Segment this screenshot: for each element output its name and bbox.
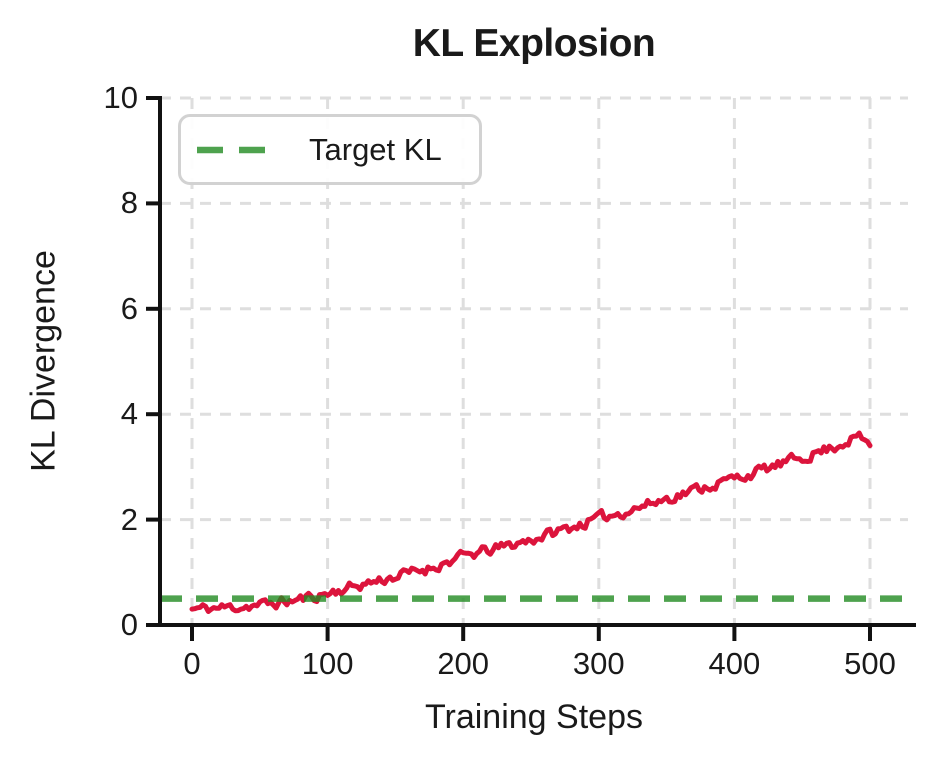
y-tick-label: 10 bbox=[103, 80, 138, 115]
chart-title: KL Explosion bbox=[412, 22, 656, 65]
x-tick-label: 400 bbox=[708, 646, 761, 681]
target-kl-dash-icon bbox=[197, 146, 277, 153]
y-tick-label: 4 bbox=[120, 396, 138, 432]
y-tick-label: 8 bbox=[120, 185, 138, 221]
y-tick-label: 2 bbox=[120, 501, 138, 537]
x-tick-label: 300 bbox=[572, 646, 625, 681]
y-axis-label: KL Divergence bbox=[24, 250, 63, 472]
x-tick-label: 0 bbox=[183, 646, 201, 681]
x-axis-label: Training Steps bbox=[425, 698, 643, 736]
kl-divergence-curve bbox=[189, 430, 873, 614]
y-tick-label: 0 bbox=[120, 607, 138, 642]
x-tick-label: 100 bbox=[301, 646, 354, 681]
x-tick-label: 500 bbox=[844, 646, 896, 681]
legend-target-kl-label: Target KL bbox=[309, 131, 442, 167]
y-tick-label: 6 bbox=[120, 290, 138, 326]
x-tick-label: 200 bbox=[437, 646, 490, 681]
legend: Target KL bbox=[178, 114, 482, 185]
